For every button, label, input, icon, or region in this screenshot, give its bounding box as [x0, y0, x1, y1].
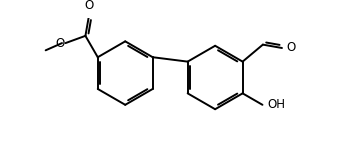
Text: OH: OH [268, 98, 286, 111]
Text: O: O [84, 0, 93, 12]
Text: O: O [286, 41, 296, 54]
Text: O: O [55, 37, 65, 50]
